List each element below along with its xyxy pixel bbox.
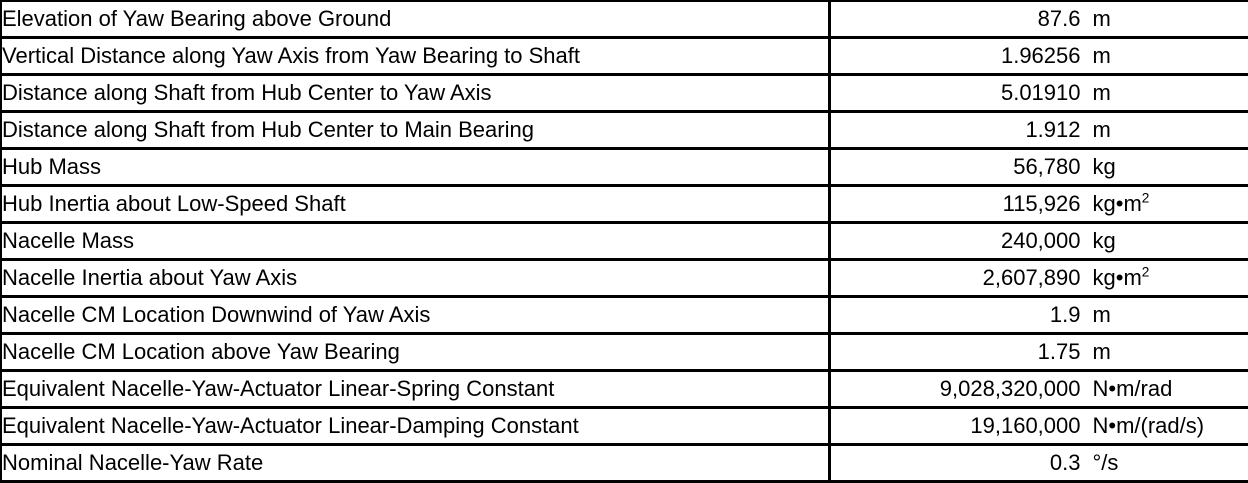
table-row: Hub Inertia about Low-Speed Shaft 115,92… — [0, 183, 1248, 224]
value-number: 87.6 — [1037, 5, 1081, 31]
property-label: Nacelle CM Location above Yaw Bearing — [0, 331, 831, 372]
property-label: Nacelle Inertia about Yaw Axis — [0, 257, 831, 298]
table-row: Elevation of Yaw Bearing above Ground 87… — [0, 0, 1248, 39]
value-unit: °/s — [1092, 449, 1119, 475]
property-label: Distance along Shaft from Hub Center to … — [0, 72, 831, 113]
value-unit: kg — [1092, 153, 1116, 179]
property-value-cell: 2,607,890 kg•m2 — [827, 257, 1248, 298]
property-value-cell: 1.9 m — [827, 294, 1248, 335]
value-unit: m — [1092, 42, 1111, 68]
value-unit: m — [1092, 79, 1111, 105]
property-value-cell: 115,926 kg•m2 — [827, 183, 1248, 224]
property-value-cell: 0.3 °/s — [827, 442, 1248, 483]
property-value-cell: 5.01910 m — [827, 72, 1248, 113]
value-number: 2,607,890 — [982, 264, 1081, 290]
value-number: 240,000 — [1000, 227, 1081, 253]
table-row: Distance along Shaft from Hub Center to … — [0, 109, 1248, 150]
property-label: Nominal Nacelle-Yaw Rate — [0, 442, 831, 483]
value-number: 9,028,320,000 — [939, 375, 1081, 401]
table-row: Nacelle Mass 240,000 kg — [0, 220, 1248, 261]
value-number: 1.9 — [1049, 301, 1081, 327]
value-number: 56,780 — [1013, 153, 1081, 179]
property-label: Hub Mass — [0, 146, 831, 187]
property-label: Equivalent Nacelle-Yaw-Actuator Linear-S… — [0, 368, 831, 409]
value-number: 19,160,000 — [970, 412, 1081, 438]
table-row: Equivalent Nacelle-Yaw-Actuator Linear-D… — [0, 405, 1248, 446]
table-row: Nacelle Inertia about Yaw Axis 2,607,890… — [0, 257, 1248, 298]
property-value-cell: 1.96256 m — [827, 35, 1248, 76]
value-unit: m — [1092, 301, 1111, 327]
table-row: Equivalent Nacelle-Yaw-Actuator Linear-S… — [0, 368, 1248, 409]
value-number: 0.3 — [1049, 449, 1081, 475]
value-unit: kg•m2 — [1092, 264, 1150, 290]
table-row: Nacelle CM Location Downwind of Yaw Axis… — [0, 294, 1248, 335]
value-number: 5.01910 — [1000, 79, 1081, 105]
property-value-cell: 87.6 m — [827, 0, 1248, 39]
value-number: 115,926 — [1002, 190, 1081, 216]
value-unit: kg — [1092, 227, 1116, 253]
value-unit: m — [1092, 5, 1111, 31]
table-row: Nominal Nacelle-Yaw Rate 0.3 °/s — [0, 442, 1248, 483]
property-label: Distance along Shaft from Hub Center to … — [0, 109, 831, 150]
table-row: Distance along Shaft from Hub Center to … — [0, 72, 1248, 113]
table-row: Hub Mass 56,780 kg — [0, 146, 1248, 187]
value-number: 1.96256 — [1000, 42, 1081, 68]
table-row: Nacelle CM Location above Yaw Bearing 1.… — [0, 331, 1248, 372]
property-value-cell: 1.75 m — [827, 331, 1248, 372]
property-label: Nacelle Mass — [0, 220, 831, 261]
property-label: Nacelle CM Location Downwind of Yaw Axis — [0, 294, 831, 335]
value-unit: m — [1092, 338, 1111, 364]
property-label: Vertical Distance along Yaw Axis from Ya… — [0, 35, 831, 76]
property-value-cell: 1.912 m — [827, 109, 1248, 150]
value-unit: N•m/(rad/s) — [1092, 412, 1205, 438]
property-value-cell: 19,160,000 N•m/(rad/s) — [827, 405, 1248, 446]
property-value-cell: 9,028,320,000 N•m/rad — [827, 368, 1248, 409]
property-label: Equivalent Nacelle-Yaw-Actuator Linear-D… — [0, 405, 831, 446]
property-label: Elevation of Yaw Bearing above Ground — [0, 0, 831, 39]
value-unit: m — [1092, 116, 1111, 142]
property-label: Hub Inertia about Low-Speed Shaft — [0, 183, 831, 224]
table-row: Vertical Distance along Yaw Axis from Ya… — [0, 35, 1248, 76]
value-unit: N•m/rad — [1092, 375, 1173, 401]
value-unit: kg•m2 — [1092, 190, 1150, 216]
value-number: 1.912 — [1025, 116, 1081, 142]
value-number: 1.75 — [1037, 338, 1081, 364]
property-value-cell: 240,000 kg — [827, 220, 1248, 261]
property-value-cell: 56,780 kg — [827, 146, 1248, 187]
